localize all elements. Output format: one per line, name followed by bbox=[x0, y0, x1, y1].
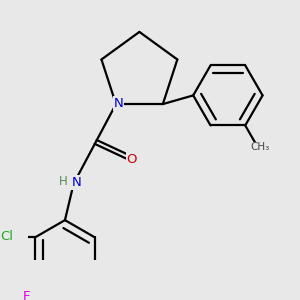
Text: O: O bbox=[127, 153, 137, 166]
Text: Cl: Cl bbox=[0, 230, 13, 243]
Text: F: F bbox=[23, 290, 30, 300]
Text: CH₃: CH₃ bbox=[250, 142, 270, 152]
Text: N: N bbox=[114, 97, 123, 110]
Text: H: H bbox=[59, 176, 68, 188]
Text: N: N bbox=[72, 176, 82, 189]
